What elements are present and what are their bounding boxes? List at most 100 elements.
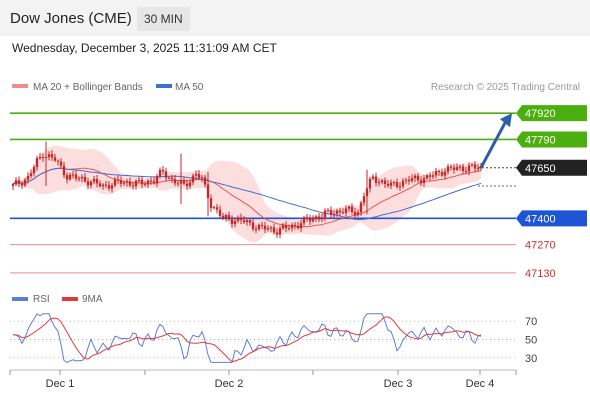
candle-body xyxy=(371,176,375,179)
candle-body xyxy=(455,167,459,170)
candle-body xyxy=(413,175,417,179)
candle-body xyxy=(248,220,252,223)
candle-body xyxy=(122,182,126,184)
forecast-arrow-shaft xyxy=(479,118,509,169)
candle-body xyxy=(416,175,420,181)
candle-body xyxy=(260,224,264,226)
candle-body xyxy=(368,178,372,189)
x-tick-label: Dec 1 xyxy=(46,378,75,390)
candle-body xyxy=(17,180,21,184)
candle-body xyxy=(335,210,339,214)
candle-body xyxy=(311,218,315,222)
candle-body xyxy=(218,209,222,216)
candle-body xyxy=(236,217,240,221)
candle-body xyxy=(230,219,234,224)
candle-body xyxy=(53,157,57,161)
candle-body xyxy=(119,180,123,184)
candle-body xyxy=(347,206,351,209)
candle-body xyxy=(437,170,441,173)
candle-body xyxy=(167,177,171,179)
candle-body xyxy=(386,183,390,186)
rsi-panel: 70 50 30 xyxy=(10,313,537,365)
last-price-tag xyxy=(516,159,587,176)
candle-body xyxy=(227,215,231,220)
candle-body xyxy=(287,228,291,230)
ma9-legend-label: 9MA xyxy=(82,294,103,305)
candle-body xyxy=(62,165,66,176)
ma50-line xyxy=(12,167,482,221)
candle-body xyxy=(350,206,354,212)
candle-body xyxy=(170,177,174,180)
x-axis: Dec 1 Dec 2 Dec 3 Dec 4 xyxy=(9,370,517,390)
candle-body xyxy=(113,179,117,186)
candle-body xyxy=(158,169,162,177)
candle-body xyxy=(143,184,147,186)
candle-body xyxy=(305,217,309,219)
candle-body xyxy=(278,228,282,235)
candle-body xyxy=(245,220,249,223)
candle-body xyxy=(338,210,342,213)
candle-body xyxy=(101,184,105,187)
candle-body xyxy=(323,210,327,218)
candle-body xyxy=(452,167,456,170)
candle-body xyxy=(449,166,453,168)
candle-body xyxy=(326,210,330,212)
candle-body xyxy=(191,175,195,183)
candle-body xyxy=(242,220,246,223)
candle-body xyxy=(95,179,99,184)
candle-body xyxy=(263,225,267,230)
candle-body xyxy=(269,227,273,229)
candle-body xyxy=(380,180,384,183)
bollinger-bands xyxy=(13,145,481,243)
instrument-title: Dow Jones (CME) xyxy=(10,10,132,27)
forecast-arrow-head xyxy=(500,113,512,128)
candle-body xyxy=(59,161,63,166)
candle-body xyxy=(344,208,348,213)
candle-body xyxy=(125,181,129,183)
x-tick-label: Dec 3 xyxy=(384,378,413,390)
candle-body xyxy=(266,228,270,230)
candle-body xyxy=(152,181,156,183)
rsi-ma9-line xyxy=(13,316,482,363)
candle-body xyxy=(116,179,120,181)
ma20-line xyxy=(12,167,482,228)
candle-body xyxy=(176,183,180,185)
candle-body xyxy=(440,172,444,176)
candle-body xyxy=(65,175,69,180)
ma50-legend-swatch xyxy=(156,84,172,88)
candle-body xyxy=(212,207,216,209)
candle-body xyxy=(221,215,225,218)
timestamp: Wednesday, December 3, 2025 11:31:09 AM … xyxy=(12,41,277,55)
candle-body xyxy=(296,225,300,229)
chart-header: Dow Jones (CME) 30 MIN xyxy=(0,0,590,36)
candle-body xyxy=(302,217,306,224)
candle-body xyxy=(404,179,408,181)
rsi-line xyxy=(13,313,482,363)
candle-body xyxy=(209,198,213,209)
candle-body xyxy=(83,176,87,182)
candle-body xyxy=(29,173,33,176)
candle-body xyxy=(377,182,381,184)
candle-body xyxy=(470,164,474,166)
ma20-legend-swatch xyxy=(12,84,28,88)
level-label-47270: 47270 xyxy=(525,240,556,252)
interval-badge[interactable]: 30 MIN xyxy=(137,7,190,31)
level-tag-47400 xyxy=(516,210,587,227)
level-labels: 47920 47790 47400 47270 47130 47650 xyxy=(516,105,587,280)
ma20-legend-label: MA 20 + Bollinger Bands xyxy=(33,82,143,93)
bollinger-band-area xyxy=(13,145,481,243)
candle-body xyxy=(41,156,45,158)
candle-body xyxy=(188,182,192,187)
candle-body xyxy=(428,175,432,177)
candle-body xyxy=(137,179,141,181)
level-label-47400: 47400 xyxy=(525,213,556,225)
candle-body xyxy=(314,216,318,219)
candle-body xyxy=(155,176,159,183)
candle-body xyxy=(458,166,462,168)
candle-body xyxy=(389,182,393,186)
source-credit: Research © 2025 Trading Central xyxy=(431,82,580,93)
candle-body xyxy=(422,178,426,184)
candle-body xyxy=(200,177,204,179)
candle-body xyxy=(11,184,15,186)
candle-body xyxy=(425,175,429,179)
